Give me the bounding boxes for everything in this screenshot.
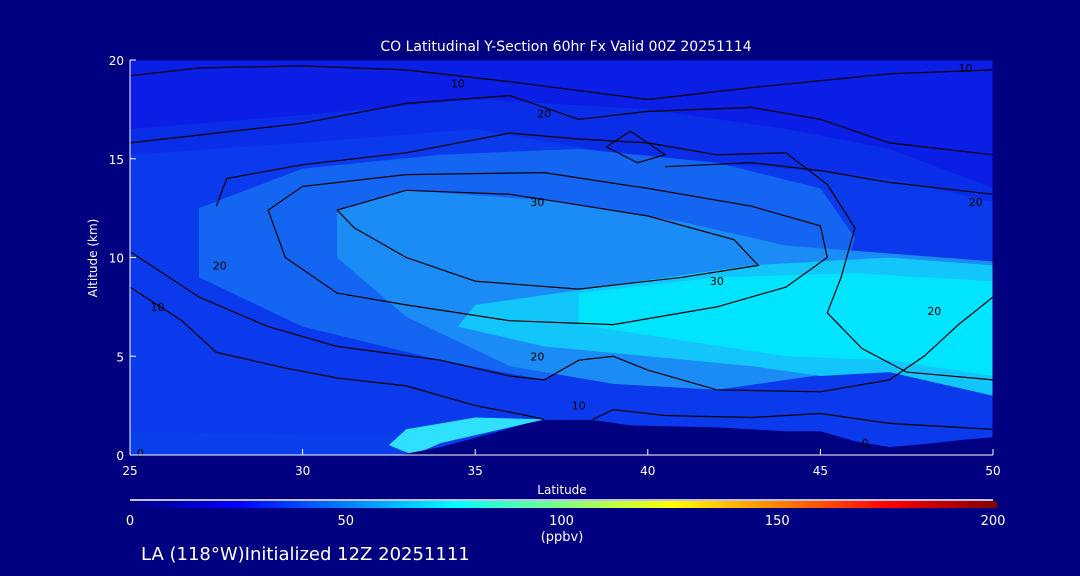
- contour-label: 20: [530, 350, 544, 363]
- colorbar-unit: (ppbv): [541, 530, 584, 545]
- contour-label: 10: [958, 62, 972, 75]
- contour-label: 10: [572, 400, 586, 413]
- colorbar-tick-label: 150: [765, 514, 790, 529]
- contour-line-20: [130, 251, 993, 393]
- x-tick-label: 25: [122, 464, 137, 478]
- contour-label: 20: [969, 196, 983, 209]
- y-tick-label: 15: [109, 153, 124, 167]
- y-tick-label: 20: [109, 54, 124, 68]
- chart-title: CO Latitudinal Y-Section 60hr Fx Valid 0…: [380, 39, 751, 55]
- contour-label: 0: [137, 447, 144, 460]
- x-tick-label: 35: [468, 464, 483, 478]
- contour-label: 10: [151, 301, 165, 314]
- contour-line-20: [130, 94, 993, 156]
- filled-region-12: [130, 431, 441, 455]
- contour-line-10: [130, 65, 993, 101]
- x-tick-label: 45: [813, 464, 828, 478]
- filled-region-40: [388, 417, 545, 455]
- contour-label: 20: [927, 305, 941, 318]
- y-tick-label: 5: [116, 350, 124, 364]
- y-tick-label: 10: [109, 252, 124, 266]
- colorbar-tick-label: 0: [126, 514, 134, 529]
- contour-line-20: [665, 162, 993, 195]
- colorbar-tick-label: 100: [549, 514, 574, 529]
- contour-label: 20: [213, 259, 227, 272]
- y-axis-label: Altitude (km): [86, 219, 100, 298]
- contour-line-10: [130, 286, 545, 420]
- terrain: [399, 420, 993, 455]
- contour-line-30: [267, 171, 828, 326]
- contour-label: 10: [451, 78, 465, 91]
- contour-label: 30: [530, 196, 544, 209]
- x-axis-label: Latitude: [537, 483, 586, 497]
- y-tick-label: 0: [116, 449, 124, 463]
- contour-label: 30: [710, 275, 724, 288]
- x-tick-label: 30: [295, 464, 310, 478]
- colorbar: [130, 501, 997, 508]
- x-tick-label: 40: [640, 464, 655, 478]
- colorbar-tick-label: 50: [337, 514, 354, 529]
- contour-line-10: [592, 408, 993, 430]
- filled-region-15: [130, 60, 993, 189]
- colorbar-tick-label: 200: [981, 514, 1006, 529]
- contour-line-30: [336, 189, 760, 290]
- contour-label: 20: [537, 107, 551, 120]
- x-tick-label: 50: [985, 464, 1000, 478]
- filled-region-20: [130, 99, 993, 203]
- footer-location-init: LA (118°W)Initialized 12Z 20251111: [141, 544, 470, 565]
- filled-region-45: [578, 273, 993, 376]
- contour-line-20: [215, 132, 993, 381]
- contour-line-20: [606, 130, 667, 164]
- contour-label: 0: [862, 437, 869, 450]
